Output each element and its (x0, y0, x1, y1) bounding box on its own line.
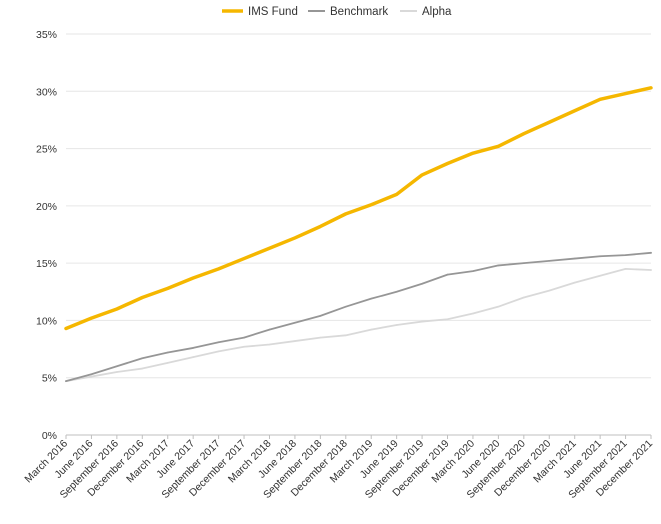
data-point-alpha (395, 324, 398, 326)
legend-label-ims-fund: IMS Fund (248, 6, 298, 18)
data-point-ims-fund (446, 162, 449, 165)
series-line-alpha (65, 267, 652, 383)
data-point-benchmark (319, 315, 322, 317)
data-point-alpha (573, 281, 576, 284)
data-point-benchmark (141, 357, 144, 360)
data-point-benchmark (294, 321, 296, 324)
data-point-ims-fund (268, 247, 271, 250)
data-point-ims-fund (65, 327, 67, 330)
data-point-alpha (268, 343, 271, 346)
legend-label-benchmark: Benchmark (330, 6, 388, 18)
data-point-alpha (497, 305, 500, 308)
data-point-alpha (650, 269, 652, 271)
data-point-ims-fund (395, 193, 398, 196)
data-point-benchmark (599, 255, 601, 258)
data-point-benchmark (166, 351, 169, 354)
data-point-benchmark (65, 380, 67, 382)
data-point-benchmark (446, 273, 449, 276)
data-point-alpha (548, 289, 551, 292)
data-point-ims-fund (294, 237, 296, 239)
data-point-benchmark (497, 264, 500, 267)
data-point-benchmark (268, 328, 271, 331)
data-point-alpha (344, 334, 347, 337)
y-tick-label: 5% (42, 373, 57, 385)
y-tick-label: 25% (36, 144, 57, 156)
data-point-benchmark (370, 297, 373, 300)
legend-label-alpha: Alpha (422, 6, 452, 18)
data-point-alpha (624, 268, 627, 270)
series-line-ims-fund (64, 86, 653, 331)
data-point-benchmark (523, 262, 525, 264)
data-point-alpha (421, 320, 423, 323)
data-point-ims-fund (624, 92, 627, 95)
y-tick-label: 0% (42, 430, 57, 442)
data-point-ims-fund (166, 287, 169, 290)
data-point-benchmark (243, 336, 245, 339)
data-point-ims-fund (192, 277, 194, 279)
y-tick-label: 15% (36, 258, 57, 270)
data-point-ims-fund (344, 213, 347, 215)
data-point-alpha (90, 375, 93, 378)
data-point-benchmark (421, 282, 423, 285)
data-point-alpha (319, 336, 322, 339)
data-point-alpha (217, 350, 220, 353)
data-point-ims-fund (370, 203, 373, 206)
data-point-ims-fund (217, 268, 220, 270)
data-point-ims-fund (421, 174, 423, 176)
data-point-ims-fund (599, 98, 601, 101)
data-point-alpha (523, 296, 525, 299)
data-point-alpha (472, 312, 474, 315)
legend: IMS Fund Benchmark Alpha (222, 6, 452, 18)
data-point-benchmark (395, 290, 398, 293)
data-point-ims-fund (116, 308, 118, 310)
y-tick-label: 30% (36, 86, 57, 98)
data-point-alpha (141, 367, 144, 370)
data-point-alpha (192, 356, 194, 358)
data-point-ims-fund (243, 257, 245, 260)
series-line-benchmark (65, 251, 652, 383)
data-point-benchmark (472, 270, 474, 272)
data-point-alpha (116, 371, 118, 373)
data-point-benchmark (548, 260, 551, 262)
data-point-alpha (243, 345, 245, 348)
data-point-benchmark (650, 252, 652, 254)
data-point-ims-fund (90, 317, 93, 319)
data-point-alpha (446, 318, 449, 321)
y-tick-label: 35% (36, 29, 57, 41)
data-point-ims-fund (472, 152, 474, 154)
data-point-benchmark (192, 347, 194, 349)
data-point-ims-fund (319, 225, 322, 228)
data-point-ims-fund (523, 132, 525, 135)
data-point-benchmark (624, 254, 627, 256)
series-lines (64, 86, 653, 383)
data-point-alpha (294, 340, 296, 342)
y-tick-label: 10% (36, 315, 57, 327)
y-tick-label: 20% (36, 201, 57, 213)
data-point-benchmark (344, 305, 347, 308)
data-point-benchmark (573, 257, 576, 260)
data-point-ims-fund (650, 87, 652, 89)
gridlines (66, 33, 651, 379)
data-point-alpha (599, 274, 601, 277)
data-point-ims-fund (141, 296, 144, 299)
data-point-benchmark (217, 341, 220, 344)
y-axis-ticks: 0% 5% 10% 15% 20% 25% 30% 35% (36, 29, 57, 442)
data-point-ims-fund (548, 121, 551, 124)
data-point-ims-fund (497, 145, 500, 148)
data-point-alpha (370, 328, 373, 331)
data-point-benchmark (90, 373, 93, 376)
data-point-alpha (166, 362, 169, 364)
data-point-benchmark (116, 365, 118, 368)
data-point-ims-fund (573, 109, 576, 112)
